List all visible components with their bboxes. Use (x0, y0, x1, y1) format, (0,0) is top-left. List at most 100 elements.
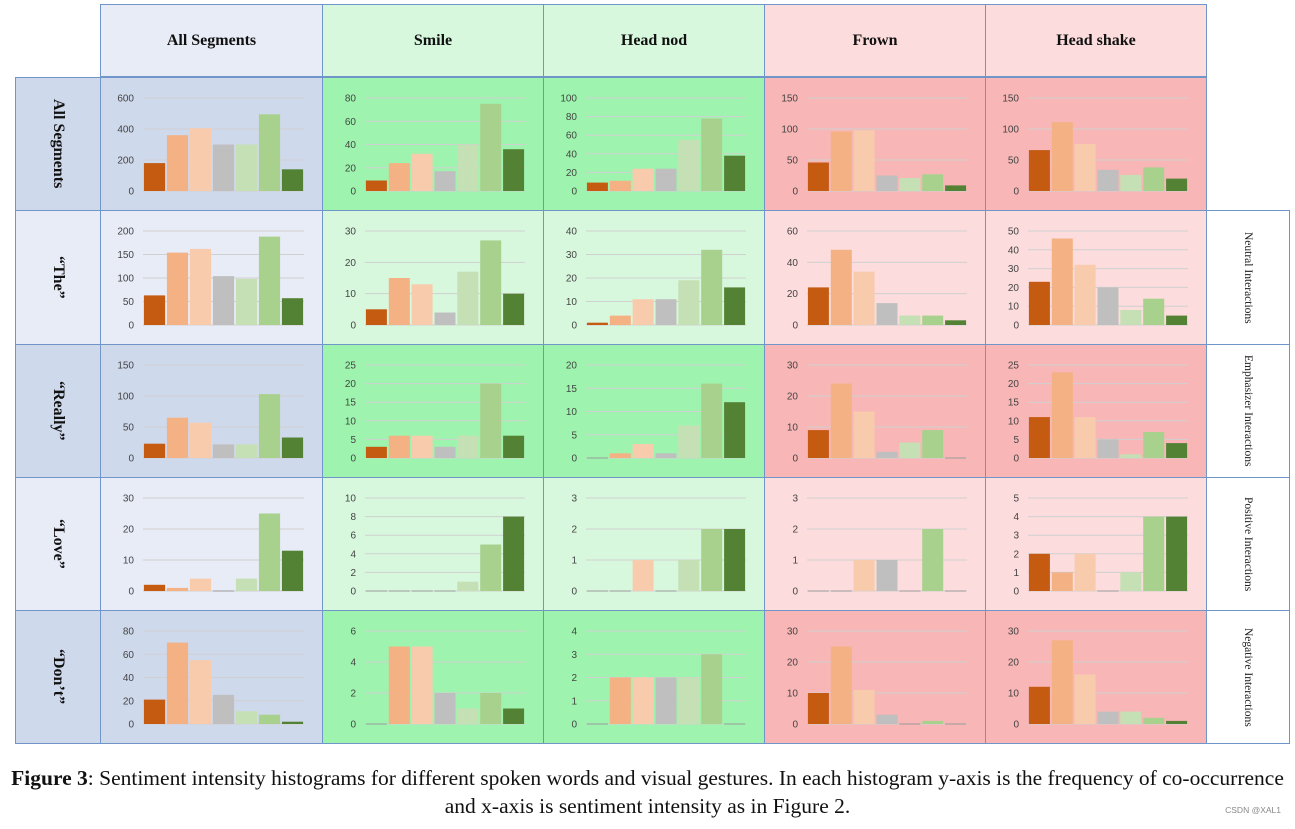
bar (1143, 298, 1165, 325)
bar (143, 443, 166, 458)
bar (1097, 711, 1119, 724)
y-tick-label: 15 (345, 398, 357, 409)
bar (853, 271, 875, 325)
bar (830, 383, 852, 458)
y-tick-label: 0 (350, 321, 356, 332)
y-tick-label: 10 (787, 423, 799, 434)
side-label-text: Neutral Interactions (1242, 231, 1254, 324)
histogram-svg: 0 10 20 30 (123, 494, 304, 598)
bar (1097, 169, 1119, 191)
y-tick-label: 20 (123, 696, 135, 707)
y-tick-label: 4 (1013, 512, 1019, 523)
histogram-cell: 0 1 2 3 (543, 477, 765, 611)
bar (1166, 315, 1188, 325)
y-tick-label: 0 (792, 720, 798, 731)
bar (480, 103, 502, 191)
bar (1028, 686, 1050, 724)
histogram-cell: 0 10 20 30 40 (543, 210, 765, 345)
y-tick-label: 40 (345, 140, 357, 151)
bar (143, 699, 166, 724)
bar (1051, 640, 1073, 724)
y-tick-label: 5 (571, 430, 577, 441)
bar (503, 708, 525, 724)
bar (388, 163, 410, 191)
y-tick-label: 50 (787, 156, 799, 167)
bar (143, 295, 166, 325)
y-tick-label: 50 (123, 423, 135, 434)
row-label-text: “Don’t” (50, 649, 67, 705)
row-label-text: “Really” (50, 381, 67, 441)
bar (724, 287, 746, 325)
bar (899, 442, 921, 458)
y-tick-label: 0 (1013, 587, 1019, 598)
y-tick-label: 50 (1008, 156, 1020, 167)
bar (457, 271, 479, 325)
bar (609, 180, 631, 191)
histogram-svg: 0 10 20 30 (1008, 627, 1188, 731)
bar (189, 128, 212, 191)
histogram-svg: 0 10 20 30 40 50 (1008, 227, 1188, 332)
histogram-svg: 0 20 40 60 80 (123, 627, 304, 731)
y-tick-label: 5 (1013, 435, 1019, 446)
side-label: Negative Interactions (1206, 610, 1290, 744)
bar (457, 144, 479, 191)
y-tick-label: 30 (345, 227, 357, 238)
y-tick-label: 20 (787, 658, 799, 669)
bar (1074, 417, 1096, 458)
histogram-cell: 0 50 100 150 (100, 344, 323, 478)
histogram-svg: 0 1 2 3 (792, 494, 967, 598)
row-label-text: All Segments (50, 99, 67, 189)
y-tick-label: 10 (566, 407, 578, 418)
y-tick-label: 80 (123, 627, 135, 638)
y-tick-label: 10 (345, 289, 357, 300)
bar (632, 168, 654, 191)
bar (411, 284, 433, 325)
bar (655, 453, 677, 458)
y-tick-label: 30 (566, 250, 578, 261)
y-tick-label: 200 (117, 156, 134, 167)
bar (1074, 674, 1096, 724)
bar (212, 444, 235, 458)
bar (1166, 720, 1188, 724)
bar (281, 437, 304, 458)
histogram-svg: 0 10 20 30 (787, 627, 967, 731)
histogram-grid: All Segments Smile Head nod Frown Head shake… (15, 4, 1290, 744)
histogram-svg: 0 20 40 60 80 100 (560, 94, 746, 198)
y-tick-label: 200 (117, 227, 134, 238)
y-tick-label: 6 (350, 531, 356, 542)
bar (434, 312, 456, 325)
histogram-cell: 0 20 40 60 80 (322, 77, 544, 211)
y-tick-label: 0 (350, 454, 356, 465)
side-label: Positive Interactions (1206, 477, 1290, 611)
bar (701, 249, 723, 325)
y-tick-label: 40 (566, 227, 578, 238)
y-tick-label: 3 (792, 494, 798, 505)
y-tick-label: 20 (1008, 379, 1020, 390)
histogram-cell: 0 5 10 15 20 25 (322, 344, 544, 478)
bar (1143, 167, 1165, 191)
bar (922, 529, 944, 591)
bar (945, 320, 967, 325)
bar (166, 417, 189, 458)
bar (480, 383, 502, 458)
column-header: Smile (322, 4, 544, 77)
row-label-text: “Love” (50, 519, 67, 569)
histogram-svg: 0 200 400 600 (117, 94, 304, 198)
y-tick-label: 80 (566, 112, 578, 123)
bar (1120, 454, 1142, 458)
y-tick-label: 2 (350, 689, 356, 700)
bar (1143, 432, 1165, 458)
bar (853, 130, 875, 191)
bar (632, 444, 654, 458)
bar (830, 646, 852, 724)
y-tick-label: 80 (345, 94, 357, 105)
bar (365, 446, 387, 458)
bar (807, 693, 829, 724)
y-tick-label: 3 (1013, 531, 1019, 542)
histogram-cell: 0 20 40 60 80 100 (543, 77, 765, 211)
y-tick-label: 100 (781, 125, 798, 136)
y-tick-label: 150 (781, 94, 798, 105)
y-tick-label: 1 (1013, 568, 1019, 579)
bar (480, 240, 502, 325)
bar (1051, 572, 1073, 591)
